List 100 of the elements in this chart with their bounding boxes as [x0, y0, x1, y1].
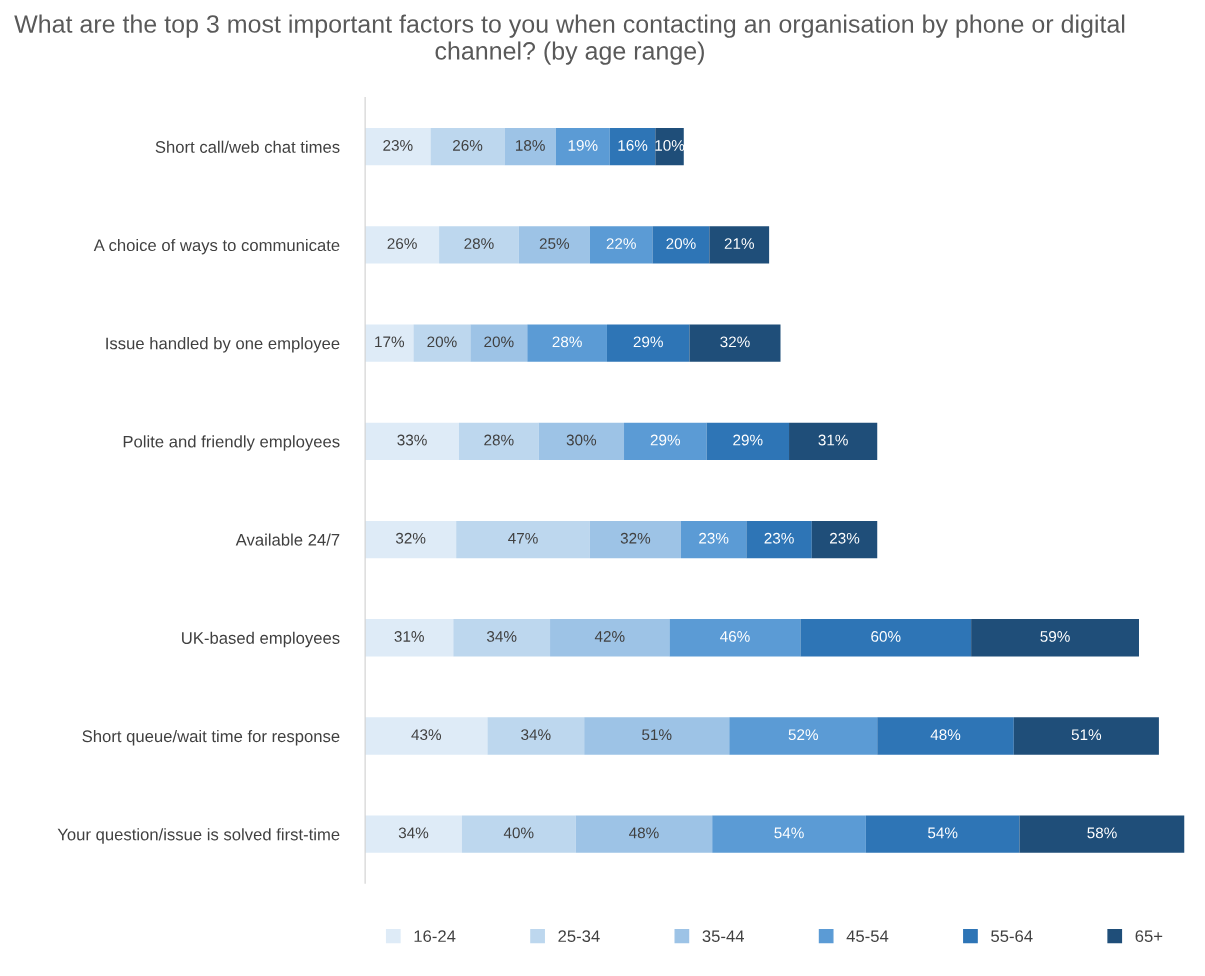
bar: [865, 815, 1020, 853]
data-label: 28%: [552, 336, 582, 348]
bar: [527, 324, 607, 362]
bar: [606, 324, 690, 362]
bar: [575, 815, 713, 853]
bar: [365, 324, 414, 362]
bar: [456, 520, 590, 559]
bar: [365, 815, 462, 853]
data-label: 26%: [453, 139, 483, 151]
bar: [487, 717, 585, 755]
bar: [550, 619, 670, 657]
data-label: 32%: [395, 532, 426, 544]
bar: [538, 422, 625, 460]
data-label: 20%: [666, 238, 696, 250]
data-label: 29%: [650, 434, 681, 446]
chart-title: What are the top 3 most important factors to you when contacting an organisation by phone or digital channel? (by age range): [14, 14, 1125, 65]
bar: [811, 520, 878, 559]
y-tick-label: Polite and friendly employees: [123, 435, 340, 451]
bar: [589, 520, 681, 559]
legend-label: 16-24: [414, 930, 456, 943]
data-label: 20%: [484, 336, 514, 348]
data-label: 19%: [568, 139, 598, 151]
data-label: 34%: [398, 827, 429, 839]
data-label: 32%: [720, 336, 750, 348]
bar: [1013, 717, 1159, 755]
bar: [712, 815, 866, 853]
data-label: 51%: [1071, 729, 1102, 741]
data-label: 16%: [618, 139, 648, 151]
bar: [609, 128, 656, 166]
bar: [555, 128, 610, 166]
bar: [584, 717, 730, 755]
data-label: 34%: [521, 729, 551, 741]
data-label: 23%: [699, 532, 729, 544]
legend-label: 65+: [1135, 930, 1163, 943]
data-label: 20%: [427, 336, 457, 348]
y-tick-label: Short queue/wait time for response: [82, 729, 340, 746]
data-label: 26%: [387, 238, 417, 250]
y-tick-label: Issue handled by one employee: [106, 337, 340, 353]
data-label: 54%: [774, 827, 804, 839]
bar: [746, 520, 812, 559]
legend-label: 55-64: [991, 930, 1033, 943]
data-label: 28%: [484, 434, 514, 446]
data-label: 51%: [642, 729, 672, 741]
data-label: 42%: [594, 631, 625, 642]
y-tick-label: Short call/web chat times: [155, 140, 340, 153]
data-label: 48%: [930, 729, 961, 741]
bar: [680, 520, 747, 559]
bar: [1019, 815, 1185, 853]
data-label: 40%: [503, 827, 534, 839]
data-label: 28%: [464, 238, 494, 250]
data-label: 31%: [818, 434, 848, 446]
bar: [589, 226, 653, 264]
data-label: 46%: [720, 631, 750, 642]
bar: [459, 422, 539, 460]
bar: [729, 717, 878, 755]
bar: [689, 324, 781, 362]
data-label: 34%: [486, 631, 517, 642]
data-label: 33%: [397, 434, 427, 446]
data-label: 29%: [633, 336, 663, 348]
data-label: 31%: [394, 631, 424, 642]
y-tick-label: Available 24/7: [235, 533, 340, 546]
data-label: 18%: [516, 139, 545, 151]
legend-label: 25-34: [558, 930, 600, 943]
data-label: 23%: [764, 532, 794, 544]
bar: [624, 422, 707, 460]
data-label: 29%: [733, 434, 763, 446]
y-tick-label: UK-based employees: [182, 631, 340, 648]
bar: [706, 422, 790, 460]
data-label: 17%: [375, 336, 405, 348]
data-label: 52%: [788, 729, 819, 741]
bar: [439, 226, 519, 264]
data-label: 47%: [508, 532, 538, 544]
bar: [789, 422, 878, 460]
bar: [470, 324, 528, 362]
data-label: 21%: [724, 238, 754, 249]
data-label: 59%: [1040, 631, 1070, 642]
bar: [365, 717, 488, 755]
bar: [365, 520, 457, 559]
y-tick-label: Your question/issue is solved first-time: [57, 828, 340, 844]
data-label: 25%: [539, 238, 570, 250]
bar: [365, 226, 440, 264]
bar: [365, 619, 454, 657]
data-label: 23%: [830, 532, 860, 544]
bar: [669, 619, 801, 657]
data-label: 30%: [566, 434, 597, 446]
bar: [652, 226, 710, 264]
bar: [461, 815, 576, 853]
bar: [655, 128, 684, 166]
data-label: 43%: [411, 729, 442, 741]
bar: [504, 128, 556, 166]
data-label: 22%: [606, 238, 636, 249]
data-label: 32%: [620, 532, 651, 544]
bar: [518, 226, 590, 264]
bar: [971, 619, 1139, 657]
bar: [800, 619, 972, 657]
legend-label: 35-44: [702, 930, 745, 943]
legend-label: 45-54: [846, 930, 889, 943]
y-tick-label: A choice of ways to communicate: [93, 238, 340, 255]
data-label: 10%: [655, 139, 685, 151]
bar: [413, 324, 471, 362]
